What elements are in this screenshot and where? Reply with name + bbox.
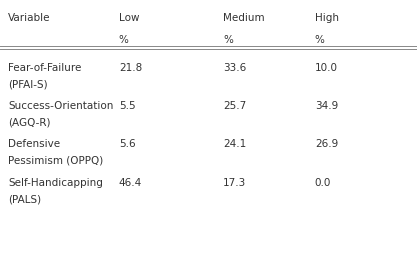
- Text: 34.9: 34.9: [315, 101, 338, 111]
- Text: 10.0: 10.0: [315, 63, 338, 73]
- Text: 21.8: 21.8: [119, 63, 142, 73]
- Text: 46.4: 46.4: [119, 178, 142, 188]
- Text: Fear-of-Failure: Fear-of-Failure: [8, 63, 82, 73]
- Text: Medium: Medium: [223, 13, 265, 23]
- Text: 0.0: 0.0: [315, 178, 331, 188]
- Text: Self-Handicapping: Self-Handicapping: [8, 178, 103, 188]
- Text: 17.3: 17.3: [223, 178, 246, 188]
- Text: (PALS): (PALS): [8, 195, 41, 205]
- Text: Low: Low: [119, 13, 139, 23]
- Text: (PFAI-S): (PFAI-S): [8, 80, 48, 90]
- Text: 33.6: 33.6: [223, 63, 246, 73]
- Text: Success-Orientation: Success-Orientation: [8, 101, 114, 111]
- Text: 24.1: 24.1: [223, 139, 246, 149]
- Text: Pessimism (OPPQ): Pessimism (OPPQ): [8, 155, 103, 165]
- Text: Variable: Variable: [8, 13, 51, 23]
- Text: 5.6: 5.6: [119, 139, 136, 149]
- Text: 26.9: 26.9: [315, 139, 338, 149]
- Text: %: %: [119, 35, 129, 45]
- Text: High: High: [315, 13, 339, 23]
- Text: 5.5: 5.5: [119, 101, 136, 111]
- Text: Defensive: Defensive: [8, 139, 60, 149]
- Text: 25.7: 25.7: [223, 101, 246, 111]
- Text: %: %: [223, 35, 233, 45]
- Text: %: %: [315, 35, 325, 45]
- Text: (AGQ-R): (AGQ-R): [8, 118, 51, 128]
